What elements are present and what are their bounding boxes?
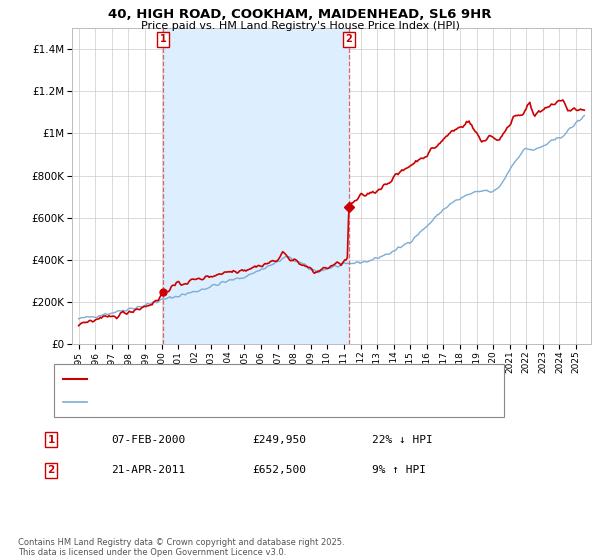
Text: 07-FEB-2000: 07-FEB-2000	[111, 435, 185, 445]
Text: 9% ↑ HPI: 9% ↑ HPI	[372, 465, 426, 475]
Text: 22% ↓ HPI: 22% ↓ HPI	[372, 435, 433, 445]
Text: £249,950: £249,950	[252, 435, 306, 445]
Text: 1: 1	[47, 435, 55, 445]
Text: Price paid vs. HM Land Registry's House Price Index (HPI): Price paid vs. HM Land Registry's House …	[140, 21, 460, 31]
Text: 2: 2	[47, 465, 55, 475]
Text: £652,500: £652,500	[252, 465, 306, 475]
Text: 2: 2	[346, 34, 352, 44]
Text: 40, HIGH ROAD, COOKHAM, MAIDENHEAD, SL6 9HR: 40, HIGH ROAD, COOKHAM, MAIDENHEAD, SL6 …	[108, 8, 492, 21]
Text: HPI: Average price, detached house, Windsor and Maidenhead: HPI: Average price, detached house, Wind…	[91, 397, 396, 407]
Text: 1: 1	[160, 34, 167, 44]
Text: 40, HIGH ROAD, COOKHAM, MAIDENHEAD, SL6 9HR (detached house): 40, HIGH ROAD, COOKHAM, MAIDENHEAD, SL6 …	[91, 374, 433, 384]
Bar	[163, 28, 349, 344]
Text: 21-APR-2011: 21-APR-2011	[111, 465, 185, 475]
Text: Contains HM Land Registry data © Crown copyright and database right 2025.
This d: Contains HM Land Registry data © Crown c…	[18, 538, 344, 557]
